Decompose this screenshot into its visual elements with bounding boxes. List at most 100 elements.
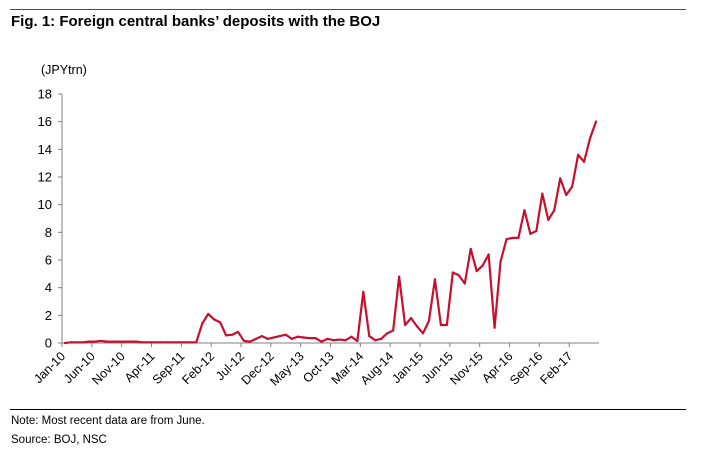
data-point: [147, 341, 150, 344]
data-point: [547, 218, 550, 221]
data-point: [386, 332, 389, 335]
data-point: [135, 340, 138, 343]
data-point: [559, 177, 562, 180]
data-point: [505, 238, 508, 241]
data-point: [111, 340, 114, 343]
x-tick-label: Sep-16: [507, 349, 545, 387]
x-tick-label: Nov-15: [447, 349, 485, 387]
x-tick-label: Sep-11: [150, 349, 188, 387]
data-point: [475, 269, 478, 273]
data-point: [362, 290, 365, 293]
title-rule: [10, 9, 686, 10]
data-point: [499, 260, 502, 263]
data-point: [481, 264, 484, 267]
data-point: [320, 340, 323, 343]
data-point: [523, 209, 526, 212]
y-tick-label: 10: [38, 197, 52, 212]
data-point: [272, 336, 275, 339]
data-point: [439, 323, 442, 327]
data-point: [582, 160, 586, 163]
data-point: [326, 337, 329, 340]
data-point: [266, 337, 269, 340]
y-tick-label: 14: [38, 142, 52, 157]
data-point: [577, 153, 580, 156]
line-chart: (JPYtrn) 0 2 4 6 8 10 12 14 16 18 Jan-10Jun-10Nov…: [31, 63, 599, 389]
data-point: [129, 340, 132, 343]
data-point: [63, 341, 67, 345]
data-point: [565, 193, 568, 197]
y-unit-label: (JPYtrn): [41, 63, 87, 77]
data-point: [302, 336, 305, 339]
data-point: [314, 337, 317, 340]
data-point: [171, 341, 174, 344]
data-point: [189, 341, 192, 344]
x-tick-label: Feb-12: [179, 349, 217, 387]
data-point: [338, 338, 341, 341]
data-point: [105, 340, 108, 343]
data-point: [535, 229, 538, 233]
data-point: [99, 339, 102, 343]
data-point: [529, 232, 532, 235]
y-tick-label: 0: [45, 336, 52, 351]
data-point: [242, 339, 246, 343]
data-point: [219, 321, 222, 324]
footer-rule: [10, 409, 686, 410]
data-point: [463, 282, 466, 285]
data-point: [183, 341, 186, 344]
data-point: [398, 275, 401, 278]
data-point: [165, 341, 168, 344]
data-point: [248, 340, 252, 343]
data-point: [159, 341, 162, 344]
data-point: [75, 341, 79, 344]
x-tick-label: Jan-10: [31, 349, 68, 386]
data-point: [278, 334, 281, 338]
x-tick-label: Aug-14: [358, 349, 396, 387]
data-point: [356, 339, 359, 343]
data-point: [201, 322, 204, 325]
data-point: [254, 337, 258, 340]
data-point: [368, 334, 371, 338]
data-point: [469, 247, 472, 251]
data-point: [123, 340, 126, 343]
data-point: [308, 337, 311, 340]
y-tick-label: 6: [45, 253, 52, 268]
data-point: [213, 318, 216, 321]
figure-title: Fig. 1: Foreign central banks’ deposits …: [11, 13, 381, 30]
y-tick-label: 8: [45, 225, 52, 240]
data-point: [207, 312, 210, 316]
data-point: [594, 120, 598, 123]
series-line: [63, 120, 598, 345]
data-point: [403, 323, 407, 327]
data-point: [153, 341, 156, 344]
data-point: [117, 340, 120, 343]
y-axis: 0 2 4 6 8 10 12 14 16 18: [38, 87, 63, 351]
data-point: [588, 137, 592, 140]
data-point: [445, 323, 448, 327]
series-layer: [63, 120, 598, 345]
data-point: [541, 192, 544, 195]
data-point: [69, 341, 73, 344]
y-tick-label: 16: [38, 114, 52, 129]
data-point: [87, 340, 90, 343]
data-point: [493, 326, 496, 329]
data-point: [284, 333, 287, 336]
y-tick-label: 18: [38, 87, 52, 102]
data-point: [511, 236, 514, 239]
x-tick-label: Jan-15: [389, 349, 426, 386]
x-tick-label: Feb-17: [537, 349, 575, 387]
data-point: [177, 341, 180, 344]
x-axis: Jan-10Jun-10Nov-10Apr-11Sep-11Feb-12Jul-…: [31, 342, 599, 389]
data-point: [260, 334, 263, 338]
source-note: Source: BOJ, NSC: [11, 434, 107, 446]
data-point: [415, 325, 419, 328]
data-point: [141, 341, 144, 344]
data-point: [332, 339, 335, 342]
data-point: [392, 329, 395, 332]
footnote: Note: Most recent data are from June.: [11, 415, 205, 427]
data-point: [224, 334, 228, 337]
data-point: [571, 185, 574, 188]
x-tick-label: Nov-10: [89, 349, 127, 387]
data-point: [236, 330, 240, 334]
x-tick-label: May-13: [267, 349, 306, 388]
data-point: [380, 337, 383, 340]
